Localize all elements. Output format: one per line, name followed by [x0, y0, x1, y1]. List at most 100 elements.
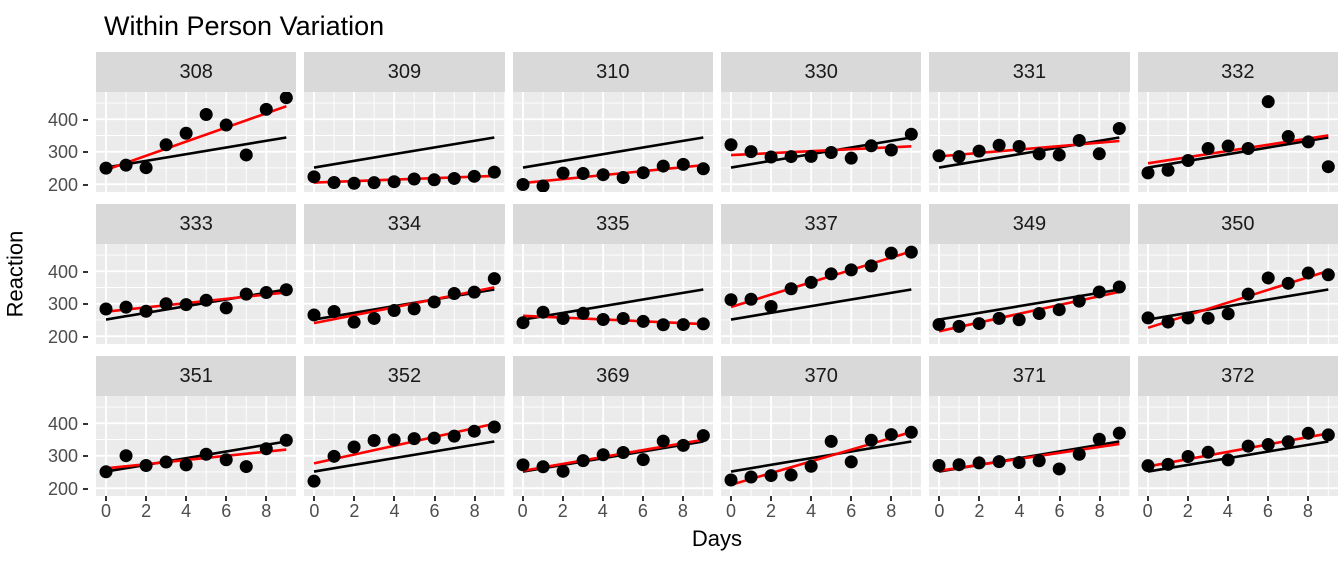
data-point: [428, 173, 442, 187]
x-tick-label: 6: [846, 501, 857, 522]
data-point: [488, 272, 502, 286]
facet-label: 370: [804, 364, 838, 387]
x-tick-label: 6: [221, 501, 232, 522]
points-group: [307, 420, 502, 489]
data-point: [307, 170, 321, 184]
data-point: [724, 138, 738, 152]
data-point: [279, 434, 293, 448]
subject-fit-line: [730, 145, 912, 157]
data-point: [676, 318, 690, 332]
x-axis-ticks: 0 2 4 6 8: [721, 496, 921, 522]
data-point: [119, 449, 133, 463]
x-tick-label: 8: [1302, 501, 1313, 522]
data-point: [932, 149, 946, 163]
data-point: [576, 167, 590, 181]
data-point: [844, 455, 858, 469]
x-tick-mark: [265, 496, 268, 502]
data-point: [516, 458, 530, 472]
y-tick-mark: [83, 335, 88, 338]
y-tick-label: 200: [47, 174, 78, 195]
data-point: [556, 312, 570, 326]
y-tick-label: 300: [47, 294, 78, 315]
major-gridlines: [304, 244, 505, 345]
x-tick-mark: [938, 496, 941, 502]
data-point: [367, 312, 381, 326]
points-group: [724, 246, 918, 314]
data-point: [407, 432, 422, 446]
data-point: [636, 315, 650, 329]
data-point: [724, 293, 738, 307]
y-tick-mark: [83, 151, 88, 154]
x-tick-mark: [1058, 496, 1061, 502]
y-tick-mark: [83, 422, 88, 425]
data-point: [536, 179, 550, 193]
facet-strip: 332: [1137, 52, 1338, 93]
y-tick-mark: [83, 487, 88, 490]
data-point: [952, 150, 966, 164]
x-tick-mark: [1306, 496, 1309, 502]
facet-panel: [1137, 92, 1338, 193]
data-point: [99, 161, 113, 175]
data-point: [307, 475, 321, 489]
minor-gridlines: [929, 396, 1130, 497]
subject-fit-line: [105, 105, 287, 172]
data-point: [199, 294, 213, 308]
x-tick-label: 4: [181, 501, 192, 522]
pooled-fit-line: [1147, 136, 1329, 170]
subject-fit-line: [105, 448, 287, 471]
x-tick-mark: [1146, 496, 1149, 502]
x-tick-mark: [1098, 496, 1101, 502]
points-group: [1141, 95, 1335, 180]
x-tick-label: 0: [1142, 501, 1153, 522]
facet-label: 330: [804, 60, 838, 83]
x-tick-mark: [1266, 496, 1269, 502]
data-point: [347, 440, 361, 454]
points-group: [516, 158, 710, 193]
data-point: [744, 470, 758, 484]
minor-gridlines: [929, 244, 1130, 345]
facet-strip: 335: [512, 204, 713, 245]
data-point: [972, 145, 986, 159]
data-point: [488, 420, 502, 434]
major-gridlines: [96, 396, 297, 497]
pooled-fit-line: [730, 288, 912, 322]
data-point: [139, 305, 153, 319]
pooled-fit-line: [1147, 288, 1329, 322]
x-tick-label: 8: [469, 501, 480, 522]
chart-title: Within Person Variation: [104, 11, 385, 41]
x-tick-mark: [225, 496, 228, 502]
x-tick-mark: [810, 496, 813, 502]
major-gridlines: [1137, 244, 1338, 345]
x-tick-label: 6: [637, 501, 648, 522]
facet-panel: [304, 92, 505, 193]
subject-fit-line: [314, 422, 495, 466]
data-point: [448, 172, 462, 186]
minor-gridlines: [304, 92, 505, 193]
facet-strip: 371: [929, 356, 1130, 397]
data-point: [1281, 277, 1295, 291]
x-axis-ticks: 0 2 4 6 8: [1138, 496, 1338, 522]
subject-fit-line: [522, 314, 704, 326]
data-point: [824, 267, 838, 281]
data-point: [824, 146, 838, 160]
data-point: [259, 442, 273, 456]
facet-label: 335: [596, 212, 630, 235]
x-tick-mark: [145, 496, 148, 502]
data-point: [576, 454, 590, 468]
facet-label: 352: [387, 364, 422, 387]
data-point: [428, 431, 442, 445]
data-point: [159, 297, 173, 311]
data-point: [199, 108, 213, 122]
data-point: [1301, 266, 1315, 280]
data-point: [676, 158, 690, 172]
data-point: [239, 148, 253, 162]
points-group: [516, 306, 710, 332]
data-point: [279, 283, 293, 297]
x-tick-mark: [641, 496, 644, 502]
data-point: [1093, 433, 1107, 447]
data-point: [307, 308, 321, 322]
data-point: [596, 448, 610, 462]
data-point: [744, 145, 758, 159]
x-tick-label: 6: [429, 501, 440, 522]
minor-gridlines: [1137, 92, 1338, 193]
